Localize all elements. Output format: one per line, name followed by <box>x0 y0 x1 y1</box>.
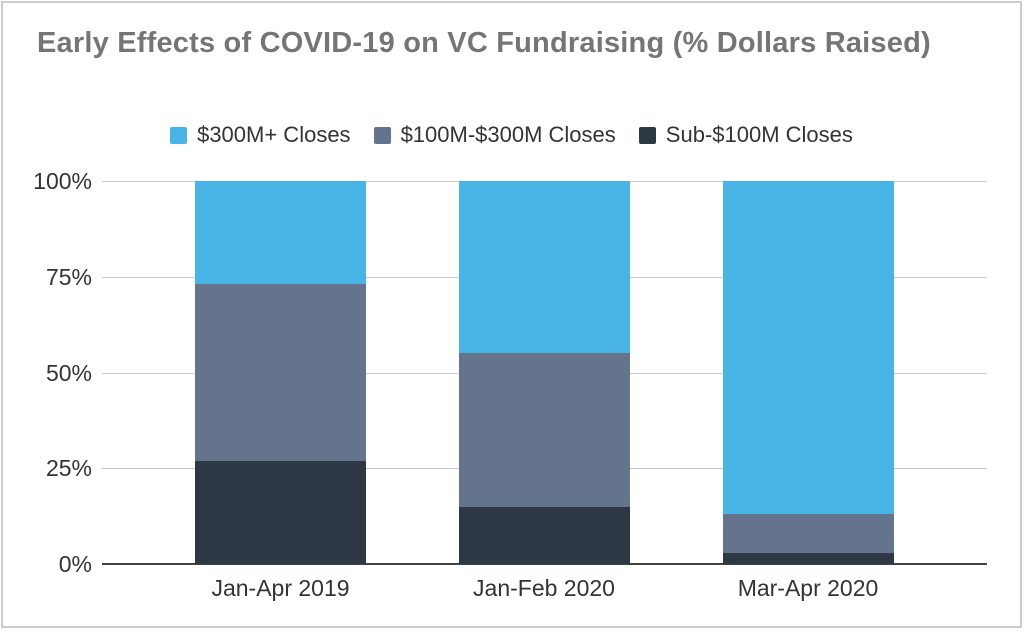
bar-jan-apr-2019 <box>195 181 366 564</box>
plot-area <box>102 181 987 565</box>
legend-swatch-icon <box>170 126 188 144</box>
legend-item-sub-100m-closes[interactable]: Sub-$100M Closes <box>638 122 853 148</box>
legend-label: Sub-$100M Closes <box>665 122 853 147</box>
bar-segment-300m-closes[interactable] <box>722 181 894 515</box>
y-axis-tick-label: 100% <box>33 168 92 194</box>
y-axis-tick-label: 25% <box>45 455 92 482</box>
bar-segment-100m-300m-closes[interactable] <box>195 284 366 461</box>
legend-item-300m-closes[interactable]: $300M+ Closes <box>170 122 351 148</box>
legend-label: $100M-$300M Closes <box>400 122 616 147</box>
chart-title: Early Effects of COVID-19 on VC Fundrais… <box>37 27 931 59</box>
bar-segment-sub-100m-closes[interactable] <box>722 552 894 564</box>
x-axis-category-label: Jan-Apr 2019 <box>211 575 350 601</box>
bar-segment-100m-300m-closes[interactable] <box>458 353 630 507</box>
bar-segment-100m-300m-closes[interactable] <box>722 514 894 553</box>
x-axis-category-label: Jan-Feb 2020 <box>473 575 615 601</box>
bar-segment-sub-100m-closes[interactable] <box>195 460 366 564</box>
legend-item-100m-300m-closes[interactable]: $100M-$300M Closes <box>373 122 616 148</box>
legend: $300M+ Closes $100M-$300M Closes Sub-$100M… <box>3 122 1020 148</box>
y-axis-tick-label: 0% <box>58 551 92 577</box>
bar-mar-apr-2020 <box>722 181 894 564</box>
y-axis-tick-label: 75% <box>45 263 92 290</box>
x-axis-baseline <box>102 563 987 565</box>
bar-segment-300m-closes[interactable] <box>458 181 630 354</box>
y-axis-tick-label: 50% <box>45 359 92 386</box>
legend-swatch-icon <box>638 126 656 144</box>
x-axis-category-label: Mar-Apr 2020 <box>737 575 879 601</box>
bar-segment-300m-closes[interactable] <box>195 181 366 285</box>
legend-label: $300M+ Closes <box>197 122 351 147</box>
bar-segment-sub-100m-closes[interactable] <box>458 506 630 564</box>
bar-jan-feb-2020 <box>458 181 630 564</box>
legend-swatch-icon <box>373 126 391 144</box>
